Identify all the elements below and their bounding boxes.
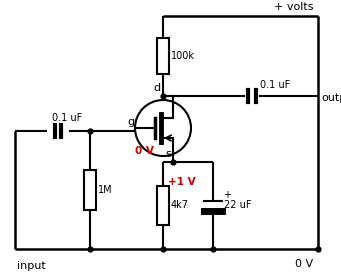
Text: input: input <box>17 261 46 271</box>
Text: +: + <box>223 190 231 199</box>
Text: 0 V: 0 V <box>295 259 313 269</box>
Text: 0.1 uF: 0.1 uF <box>260 80 290 90</box>
Bar <box>157 186 169 225</box>
Text: 0.1 uF: 0.1 uF <box>53 113 83 123</box>
Text: g: g <box>127 117 134 127</box>
Bar <box>157 38 169 74</box>
Text: output: output <box>321 93 341 103</box>
Text: d: d <box>153 83 160 93</box>
Text: 1M: 1M <box>98 185 113 195</box>
Text: s: s <box>165 149 171 159</box>
Text: 100k: 100k <box>171 51 195 61</box>
Text: 22 uF: 22 uF <box>224 201 252 210</box>
Text: + volts: + volts <box>273 2 313 12</box>
Text: 0 V: 0 V <box>135 146 154 156</box>
Text: 4k7: 4k7 <box>171 201 189 210</box>
Bar <box>84 170 96 210</box>
Text: +1 V: +1 V <box>168 177 196 187</box>
